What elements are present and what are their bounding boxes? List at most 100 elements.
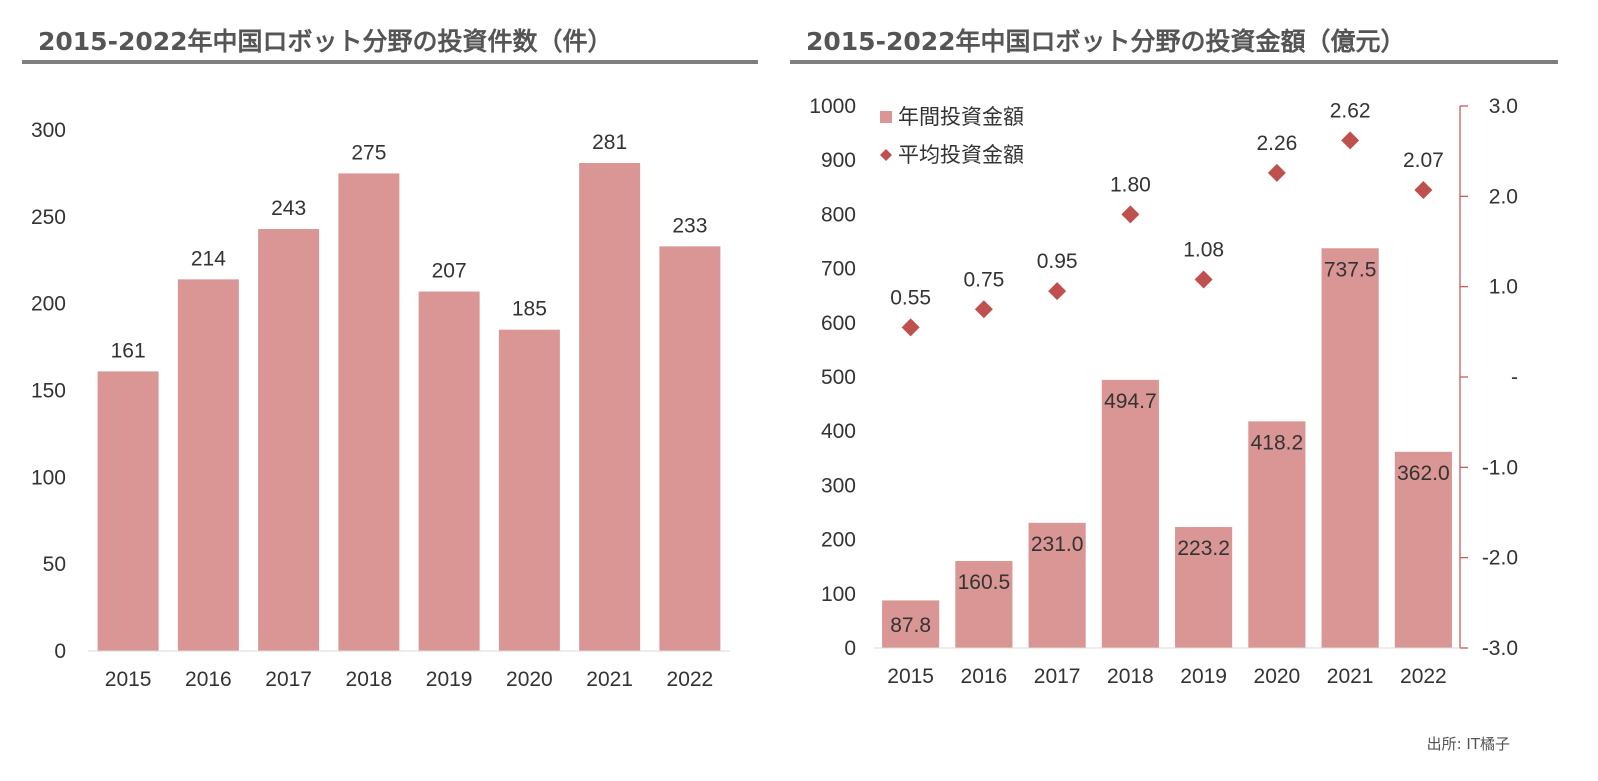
bar-data-label: 231.0 (1031, 533, 1084, 556)
avg-data-label: 2.26 (1256, 132, 1297, 155)
y-tick-label: 600 (821, 312, 856, 335)
investment-count-chart: 2015-2022年中国ロボット分野の投資件数（件） 0 50 100 150 200 2… (0, 0, 780, 781)
data-label: 281 (592, 131, 627, 154)
x-tick-label: 2021 (1327, 665, 1374, 688)
data-label: 243 (271, 197, 306, 220)
title-underline (790, 60, 1558, 64)
avg-marker (1341, 131, 1360, 150)
data-label: 207 (432, 260, 467, 283)
avg-marker (901, 318, 920, 337)
y-tick-label: 250 (31, 206, 66, 229)
y-tick-label: 200 (31, 293, 66, 316)
x-tick-label: 2019 (1180, 665, 1227, 688)
x-tick-label: 2020 (506, 668, 553, 691)
bar-data-label: 362.0 (1397, 462, 1450, 485)
y2-tick-label: -2.0 (1482, 547, 1518, 570)
x-tick-label: 2015 (887, 665, 934, 688)
y-tick-label: 50 (43, 553, 66, 576)
bar (1321, 248, 1379, 648)
bar (882, 600, 940, 648)
bar-data-label: 87.8 (890, 614, 931, 637)
legend-bar-label: 年間投資金額 (898, 106, 1024, 129)
y2-tick-label: -3.0 (1482, 637, 1518, 660)
investment-amount-chart: 2015-2022年中国ロボット分野の投資金額（億元） 0 100 200 300 40… (790, 0, 1598, 781)
avg-marker (1048, 282, 1067, 301)
x-tick-label: 2016 (185, 668, 232, 691)
bar (1028, 522, 1086, 648)
y-tick-label: 0 (54, 640, 66, 663)
bar-data-label: 494.7 (1104, 390, 1157, 413)
data-label: 275 (351, 141, 386, 164)
avg-marker (1194, 270, 1213, 289)
y2-tick-label: 1.0 (1489, 276, 1518, 299)
y-tick-label: 1000 (809, 95, 856, 118)
bar (1394, 451, 1452, 648)
bar (97, 371, 159, 651)
source-note: 出所: IT橘子 (1426, 735, 1510, 753)
legend-bar-swatch (880, 111, 892, 123)
y-tick-label: 300 (31, 119, 66, 142)
y-tick-label: 500 (821, 366, 856, 389)
avg-marker (1267, 163, 1286, 182)
y-tick-label: 400 (821, 420, 856, 443)
avg-data-label: 1.08 (1183, 238, 1224, 261)
chart-title: 2015-2022年中国ロボット分野の投資金額（億元） (806, 27, 1406, 56)
x-tick-label: 2019 (426, 668, 473, 691)
y-tick-label: 0 (844, 637, 856, 660)
bar-data-label: 223.2 (1177, 537, 1230, 560)
investment-amount-plot: 01002003004005006007008009001000-3.0-2.0… (809, 95, 1518, 688)
x-tick-label: 2017 (1034, 665, 1081, 688)
y-tick-label: 150 (31, 380, 66, 403)
chart-title: 2015-2022年中国ロボット分野の投資件数（件） (38, 27, 613, 56)
bar (338, 173, 400, 651)
y2-tick-label: 3.0 (1489, 95, 1518, 118)
y2-tick-label: 2.0 (1489, 185, 1518, 208)
y-tick-label: 100 (821, 583, 856, 606)
bar (177, 279, 239, 651)
y-tick-label: 700 (821, 258, 856, 281)
bar (1101, 379, 1159, 648)
bar (579, 162, 641, 651)
y-tick-label: 200 (821, 529, 856, 552)
avg-marker (1121, 205, 1140, 224)
x-tick-label: 2017 (265, 668, 312, 691)
bar (955, 561, 1013, 648)
y-tick-label: 900 (821, 149, 856, 172)
legend-marker-swatch (880, 149, 892, 161)
bar (258, 228, 320, 652)
y-tick-label: 300 (821, 474, 856, 497)
bar-data-label: 418.2 (1251, 431, 1304, 454)
legend-marker-label: 平均投資金額 (898, 144, 1024, 167)
data-label: 161 (111, 339, 146, 362)
avg-data-label: 0.95 (1037, 250, 1078, 273)
y-tick-label: 100 (31, 466, 66, 489)
y-tick-label: 800 (821, 203, 856, 226)
avg-data-label: 0.55 (890, 286, 931, 309)
avg-marker (1414, 181, 1433, 200)
bar (659, 246, 721, 651)
title-underline (22, 60, 758, 64)
x-tick-label: 2022 (667, 668, 714, 691)
bar-data-label: 160.5 (958, 571, 1011, 594)
x-tick-label: 2016 (961, 665, 1008, 688)
bar (1248, 421, 1306, 648)
x-tick-label: 2015 (105, 668, 152, 691)
x-tick-label: 2022 (1400, 665, 1447, 688)
bar (1175, 527, 1233, 648)
x-tick-label: 2018 (1107, 665, 1154, 688)
bar (498, 329, 560, 651)
x-tick-label: 2018 (346, 668, 393, 691)
avg-data-label: 2.62 (1330, 99, 1371, 122)
avg-data-label: 1.80 (1110, 173, 1151, 196)
data-label: 185 (512, 298, 547, 321)
bar (418, 291, 480, 651)
x-tick-label: 2020 (1254, 665, 1301, 688)
avg-marker (974, 300, 993, 319)
data-label: 233 (672, 214, 707, 237)
y2-tick-label: - (1511, 366, 1518, 389)
y2-tick-label: -1.0 (1482, 456, 1518, 479)
investment-count-plot: 0 50 100 150 200 250 300 161 2015 214 2016 243 2017 2… (31, 119, 730, 691)
avg-data-label: 2.07 (1403, 149, 1444, 172)
data-label: 214 (191, 247, 226, 270)
x-tick-label: 2021 (586, 668, 633, 691)
